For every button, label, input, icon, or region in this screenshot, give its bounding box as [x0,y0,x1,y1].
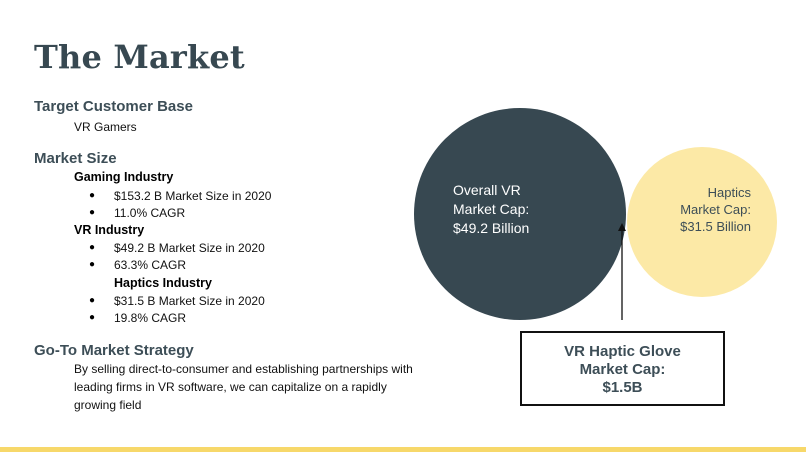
vr-label-line: Market Cap: [453,201,530,217]
bullet-icon: ● [89,295,96,306]
bullet-icon: ● [89,242,96,253]
vr-circle-label: Overall VR Market Cap: $49.2 Billion [453,181,529,238]
vr-label-line: Overall VR [453,182,521,198]
haptics-label-line: Haptics [707,185,751,200]
haptics-bullet-2: 19.8% CAGR [114,311,187,325]
target-heading: Target Customer Base [34,98,193,115]
haptics-label-line: Market Cap: [680,202,751,217]
haptics-label-line: $31.5 Billion [680,219,751,234]
vr-bullet-2: 63.3% CAGR [114,258,187,272]
gtm-body: By selling direct-to-consumer and establ… [74,362,413,412]
target-value: VR Gamers [74,120,137,134]
haptics-industry-label: Haptics Industry [114,276,212,290]
slide-title: The Market [34,38,245,76]
gaming-bullet-1: $153.2 B Market Size in 2020 [114,189,272,203]
arrow-head-icon [618,223,626,231]
gaming-bullet-2: 11.0% CAGR [114,206,186,220]
vr-industry-label: VR Industry [74,223,145,237]
vr-circle [414,108,626,320]
bullet-icon: ● [89,259,96,270]
callout-line: Market Cap: [579,361,666,378]
bullet-icon: ● [89,312,96,323]
vr-bullet-1: $49.2 B Market Size in 2020 [114,241,265,255]
gtm-heading: Go-To Market Strategy [34,342,194,359]
bottom-accent-bar [0,447,806,452]
market-size-heading: Market Size [34,150,117,167]
callout-line: VR Haptic Glove [564,343,681,360]
vr-label-line: $49.2 Billion [453,220,530,236]
haptics-circle-label: Haptics Market Cap: $31.5 Billion [670,184,751,235]
bullet-icon: ● [89,207,96,218]
haptics-bullet-1: $31.5 B Market Size in 2020 [114,294,265,308]
haptics-circle [627,147,777,297]
bullet-icon: ● [89,190,96,201]
glove-market-callout: VR Haptic Glove Market Cap: $1.5B [520,331,725,406]
gaming-industry-label: Gaming Industry [74,170,174,184]
callout-line: $1.5B [602,379,643,396]
